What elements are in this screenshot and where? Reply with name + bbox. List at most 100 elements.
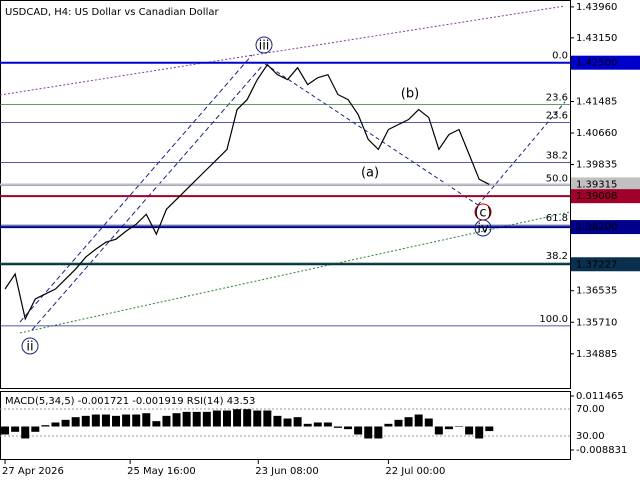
fib-label: 100.0	[539, 314, 568, 325]
macd-bar	[81, 415, 90, 427]
wave-path	[477, 101, 566, 206]
macd-bar	[61, 419, 70, 427]
y-tick-label: 1.41485	[576, 96, 617, 107]
level-label: 1.38200	[576, 222, 617, 233]
x-tick-label: 25 May 16:00	[127, 466, 196, 477]
level-tag	[571, 220, 640, 235]
macd-bar	[354, 426, 363, 435]
y-tick-label: 1.39835	[576, 160, 617, 171]
x-tick-label: 23 Jun 08:00	[255, 466, 319, 477]
level-tag	[571, 55, 640, 70]
macd-bar	[233, 409, 242, 427]
macd-tick-label: 0.011465	[576, 391, 624, 402]
macd-bar	[303, 423, 312, 427]
macd-bar	[253, 410, 262, 427]
fib-label: 0.0	[552, 51, 568, 62]
macd-bar	[172, 413, 181, 427]
macd-bar	[51, 422, 60, 427]
wave-path	[264, 63, 479, 206]
macd-bar	[283, 418, 292, 427]
fib-label: 38.2	[546, 150, 568, 161]
macd-bar	[122, 414, 131, 427]
macd-bar	[485, 426, 494, 432]
wave-label: iii	[259, 39, 270, 54]
wave-ring	[255, 36, 273, 54]
wave-label: iv	[477, 222, 489, 237]
x-tick-label: 27 Apr 2026	[2, 466, 64, 477]
indicator-label: MACD(5,34,5) -0.001721 -0.001919 RSI(14)…	[5, 396, 255, 407]
macd-bar	[273, 415, 282, 427]
macd-bar	[344, 426, 353, 430]
macd-bar	[222, 410, 231, 427]
wave-label: ii	[26, 340, 33, 355]
level-tag	[571, 257, 640, 272]
macd-bar	[444, 426, 453, 430]
level-label: 1.42500	[576, 58, 617, 69]
macd-bar	[91, 414, 100, 427]
macd-bar	[101, 414, 110, 427]
macd-bar	[374, 426, 383, 439]
macd-bar	[132, 414, 141, 427]
main-panel	[0, 0, 571, 389]
chart-title: USDCAD, H4: US Dollar vs Canadian Dollar	[5, 7, 219, 18]
macd-bar	[333, 426, 342, 428]
fib-label: 61.8	[546, 213, 568, 224]
macd-bar	[475, 426, 484, 439]
macd-bar	[41, 425, 50, 427]
price-line	[4, 63, 490, 321]
macd-tick-label: -0.008831	[576, 445, 627, 456]
channel-line	[19, 54, 253, 323]
y-tick-label: 1.43960	[576, 2, 617, 13]
macd-bar	[243, 409, 252, 427]
macd-bar	[192, 411, 201, 427]
wave-ring	[21, 337, 39, 355]
macd-bar	[313, 422, 322, 427]
macd-bar	[21, 426, 30, 439]
macd-bar	[202, 411, 211, 427]
rsi-tick-label: 70.00	[576, 404, 605, 415]
wave-label: (b)	[401, 87, 419, 102]
macd-bar	[404, 417, 413, 427]
macd-bar	[212, 410, 221, 427]
y-tick-label: 1.40660	[576, 128, 617, 139]
macd-bar	[364, 426, 373, 439]
y-tick-label: 1.34885	[576, 349, 617, 360]
fib-label: 38.2	[546, 251, 568, 262]
level-label: 1.39008	[576, 191, 617, 202]
rsi-tick-label: 30.00	[576, 431, 605, 442]
level-tag	[571, 177, 640, 192]
macd-bar	[434, 426, 443, 435]
macd-panel	[0, 391, 571, 460]
macd-bar	[424, 418, 433, 427]
level-label: 1.37227	[576, 259, 617, 270]
level-label: 1.39315	[576, 179, 617, 190]
macd-bar	[11, 426, 20, 432]
macd-bar	[323, 422, 332, 427]
wave-ring	[474, 219, 492, 237]
fib-label: 23.6	[546, 93, 568, 104]
macd-bar	[465, 426, 474, 435]
fib-label: 23.6	[546, 111, 568, 122]
macd-bar	[142, 413, 151, 427]
level-tag	[571, 189, 640, 204]
macd-bar	[1, 426, 10, 435]
macd-bar	[394, 419, 403, 427]
y-tick-label: 1.43150	[576, 33, 617, 44]
wave-label: (a)	[361, 166, 379, 181]
macd-bar	[384, 423, 393, 427]
trend-line	[19, 211, 571, 334]
macd-bar	[182, 411, 191, 427]
y-tick-label: 1.35710	[576, 317, 617, 328]
macd-bar	[112, 415, 121, 427]
macd-bar	[152, 421, 161, 427]
macd-bar	[414, 414, 423, 427]
trend-line	[0, 5, 566, 96]
macd-bar	[71, 417, 80, 427]
wave-label: (c)	[474, 206, 491, 221]
macd-bar	[263, 410, 272, 427]
macd-bar	[293, 417, 302, 427]
x-tick-label: 22 Jul 00:00	[385, 466, 445, 477]
macd-bar	[162, 415, 171, 427]
fib-label: 50.0	[546, 173, 568, 184]
